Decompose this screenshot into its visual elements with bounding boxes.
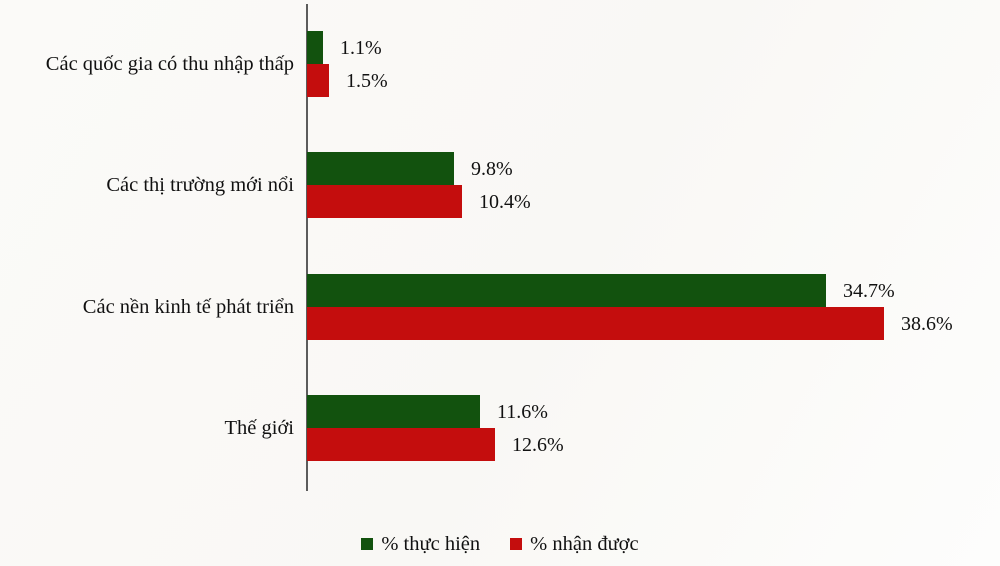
y-axis-line xyxy=(306,4,308,491)
bar-green-1 xyxy=(307,152,454,186)
plot-area: Các quốc gia có thu nhập thấp 1.1% 1.5% Các… xyxy=(45,4,953,491)
legend: % thực hiện % nhận được xyxy=(0,526,1000,562)
bar-green-0 xyxy=(307,31,323,64)
legend-swatch-icon xyxy=(361,538,374,550)
bar-red-0 xyxy=(307,64,329,97)
value-label: 10.4% xyxy=(479,191,531,214)
value-label: 11.6% xyxy=(497,400,548,423)
bar-red-1 xyxy=(307,185,462,219)
category-label: Thế giới xyxy=(224,416,294,439)
category-label: Các nền kinh tế phát triển xyxy=(82,295,294,318)
bar-green-2 xyxy=(307,273,826,307)
value-label: 9.8% xyxy=(471,158,513,181)
legend-swatch-icon xyxy=(510,538,523,550)
category-label: Các quốc gia có thu nhập thấp xyxy=(45,53,294,75)
value-label: 1.1% xyxy=(340,37,382,59)
legend-item-red: % nhận được xyxy=(510,532,639,556)
value-label: 1.5% xyxy=(346,70,388,92)
legend-label: % thực hiện xyxy=(381,532,481,555)
legend-item-green: % thực hiện xyxy=(361,533,480,556)
bar-red-3 xyxy=(307,427,495,461)
bar-red-2 xyxy=(307,306,884,340)
bar-green-3 xyxy=(307,394,480,428)
category-label: Các thị trường mới nổi xyxy=(106,174,294,197)
legend-label: % nhận được xyxy=(530,532,639,555)
value-label: 38.6% xyxy=(901,312,953,335)
value-label: 12.6% xyxy=(512,433,564,456)
value-label: 34.7% xyxy=(843,279,895,302)
